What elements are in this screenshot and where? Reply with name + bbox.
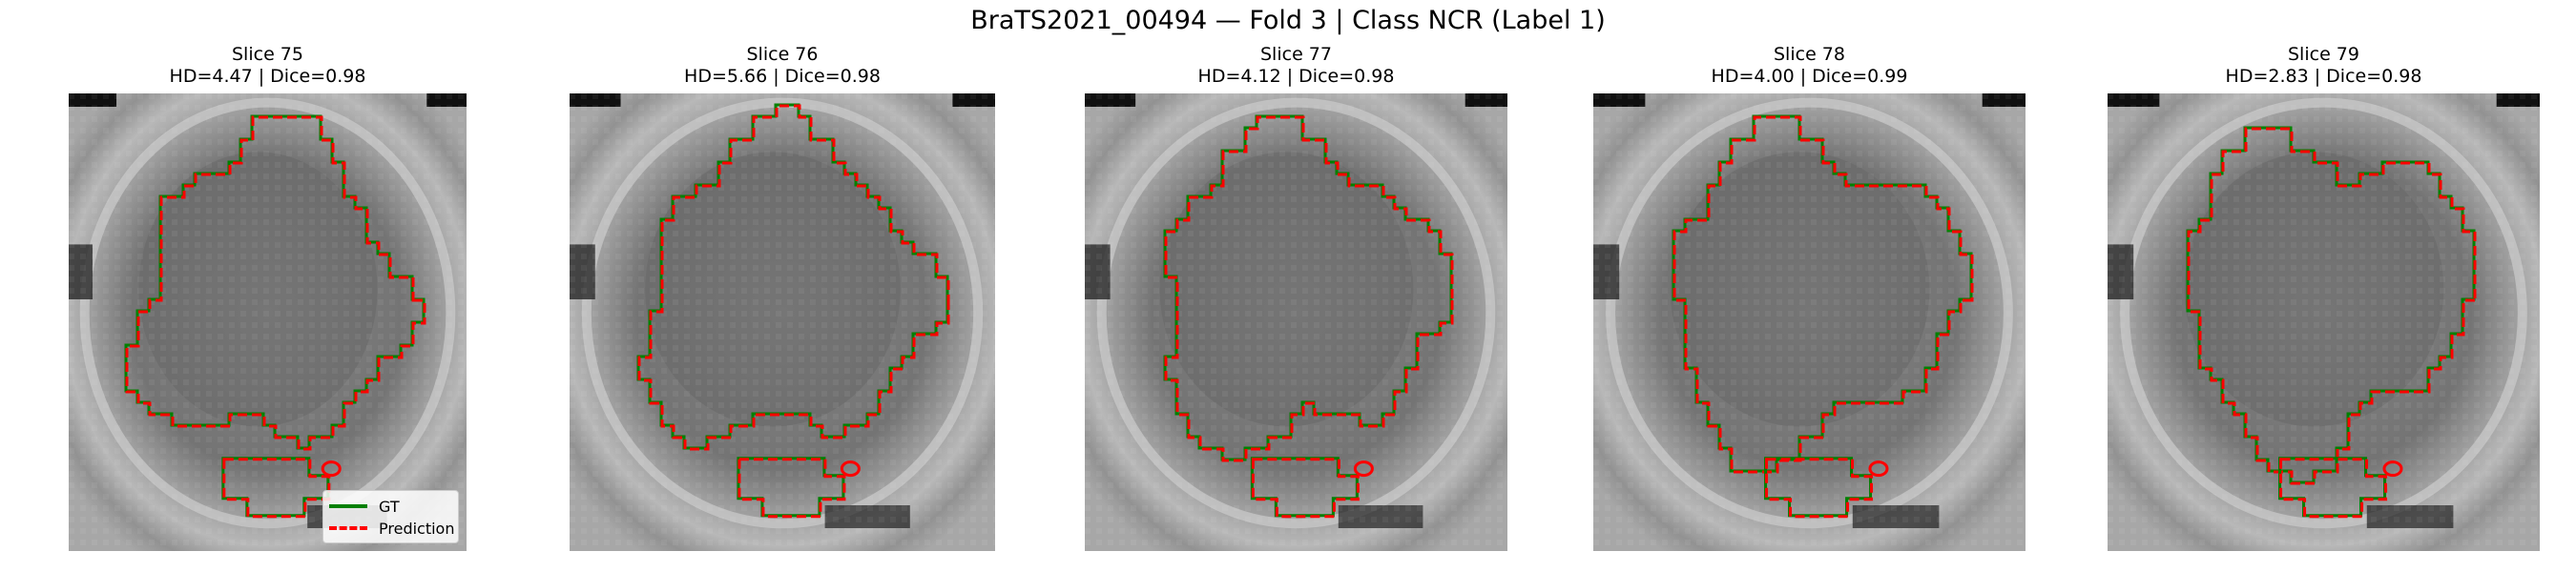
panel-title: Slice 76 HD=5.66 | Dice=0.98 <box>570 44 995 88</box>
slice-panel: Slice 75 HD=4.47 | Dice=0.98 <box>69 44 467 551</box>
mri-slice-image <box>1085 93 1507 551</box>
gt-line-swatch <box>329 504 367 508</box>
metrics-label: HD=2.83 | Dice=0.98 <box>2225 66 2422 87</box>
slice-panel: Slice 78 HD=4.00 | Dice=0.99 <box>1593 44 2025 551</box>
metrics-label: HD=4.00 | Dice=0.99 <box>1711 66 1908 87</box>
prediction-line-swatch <box>329 526 367 530</box>
slice-label: Slice 78 <box>1774 44 1845 65</box>
legend: GT Prediction <box>322 490 459 543</box>
slice-panel: Slice 79 HD=2.83 | Dice=0.98 <box>2108 44 2540 551</box>
legend-prediction-label: Prediction <box>379 519 455 538</box>
slice-panel: Slice 76 HD=5.66 | Dice=0.98 <box>570 44 995 551</box>
metrics-label: HD=4.12 | Dice=0.98 <box>1197 66 1395 87</box>
panel-title: Slice 77 HD=4.12 | Dice=0.98 <box>1085 44 1507 88</box>
mri-slice-image <box>1593 93 2025 551</box>
slice-label: Slice 75 <box>232 44 303 65</box>
panel-title: Slice 78 HD=4.00 | Dice=0.99 <box>1593 44 2025 88</box>
metrics-label: HD=4.47 | Dice=0.98 <box>169 66 366 87</box>
panel-title: Slice 75 HD=4.47 | Dice=0.98 <box>69 44 467 88</box>
mri-slice-image <box>2108 93 2540 551</box>
panel-title: Slice 79 HD=2.83 | Dice=0.98 <box>2108 44 2540 88</box>
slice-panel: Slice 77 HD=4.12 | Dice=0.98 <box>1085 44 1507 551</box>
metrics-label: HD=5.66 | Dice=0.98 <box>684 66 881 87</box>
legend-gt: GT <box>329 497 400 516</box>
slice-label: Slice 79 <box>2288 44 2359 65</box>
legend-gt-label: GT <box>379 497 400 516</box>
figure-title: BraTS2021_00494 — Fold 3 | Class NCR (La… <box>970 6 1606 35</box>
slice-label: Slice 76 <box>746 44 819 65</box>
slice-label: Slice 77 <box>1260 44 1332 65</box>
mri-slice-image <box>69 93 467 551</box>
mri-slice-image <box>570 93 995 551</box>
legend-prediction: Prediction <box>329 519 454 538</box>
